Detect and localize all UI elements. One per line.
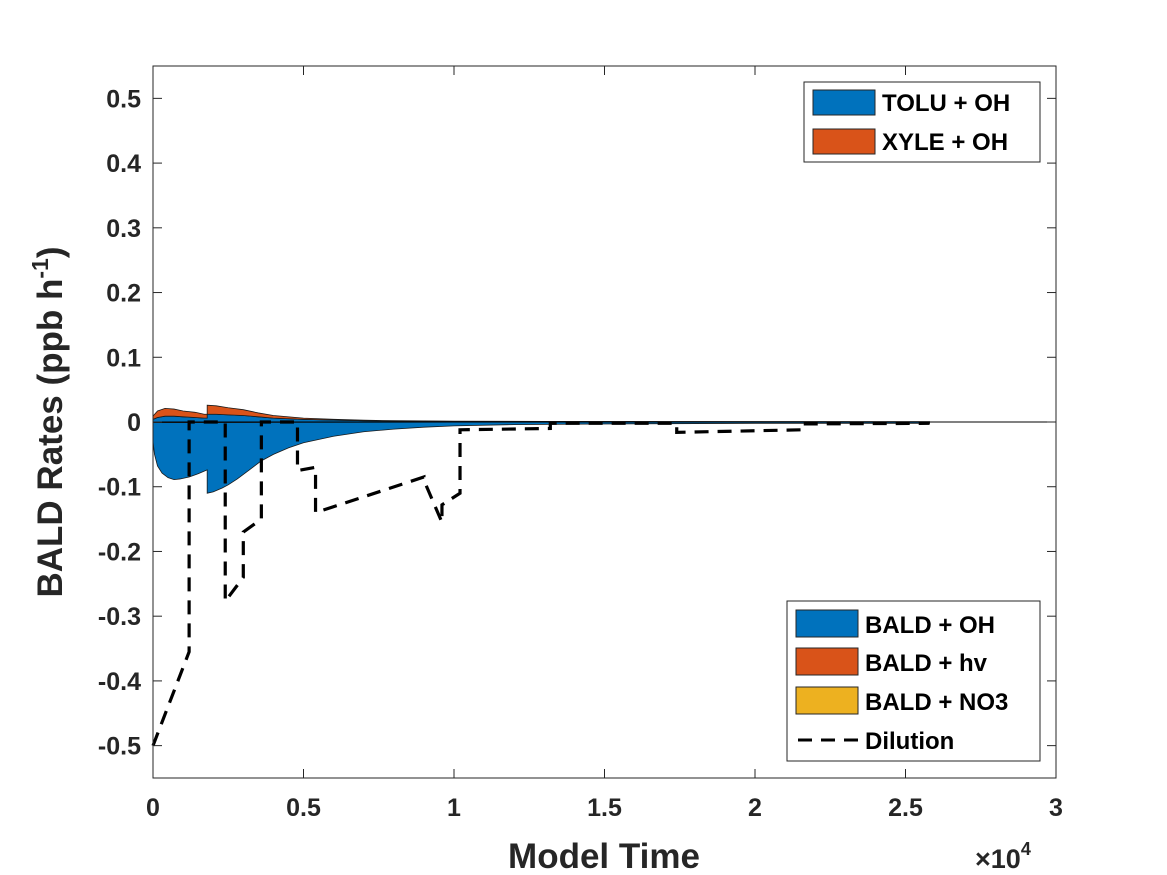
- production-legend: TOLU + OH XYLE + OH: [803, 81, 1041, 163]
- y-tick-label: 0.1: [106, 344, 141, 372]
- legend-label-dilution: Dilution: [865, 728, 954, 755]
- y-tick-label: 0.2: [106, 280, 141, 308]
- dilution-line: [151, 420, 930, 747]
- y-axis-title: BALD Rates (ppb h-1): [27, 247, 70, 598]
- legend-label-xyle-oh: XYLE + OH: [882, 129, 1008, 156]
- y-tick-label: 0.5: [106, 85, 141, 113]
- dilution-layer: [151, 420, 930, 747]
- legend-label-bald-no3: BALD + NO3: [865, 689, 1008, 716]
- legend-label-tolu-oh: TOLU + OH: [882, 90, 1010, 117]
- x-tick-label: 1: [447, 794, 461, 822]
- y-tick-label: -0.3: [98, 603, 141, 631]
- y-tick-label: -0.5: [98, 733, 141, 761]
- legend-swatch-bald-oh: [795, 609, 859, 638]
- x-tick-label: 0.5: [286, 794, 321, 822]
- x-exponent-base: ×10: [975, 844, 1021, 874]
- y-tick-label: 0.4: [106, 150, 141, 178]
- legend-swatch-bald-hv: [795, 647, 859, 676]
- y-tick-label: -0.1: [98, 474, 141, 502]
- y-axis-ticks: -0.5 -0.4 -0.3 -0.2 -0.1 0 0.1 0.2 0.3 0.4 0.5: [98, 85, 1056, 761]
- y-tick-label: -0.4: [98, 668, 141, 696]
- y-tick-label: 0: [127, 409, 141, 437]
- legend-swatch-bald-no3: [795, 686, 859, 715]
- legend-label-bald-hv: BALD + hv: [865, 650, 988, 677]
- legend-swatch-tolu-oh: [812, 89, 876, 116]
- y-axis-title-main: BALD Rates (ppb h: [31, 279, 70, 598]
- y-tick-label: 0.3: [106, 215, 141, 243]
- x-axis-ticks: 0 0.5 1 1.5 2 2.5 3: [146, 66, 1063, 822]
- y-tick-label: -0.2: [98, 538, 141, 566]
- legend-swatch-xyle-oh: [812, 128, 876, 155]
- loss-area-bald-oh: [152, 421, 930, 494]
- x-tick-label: 3: [1049, 794, 1063, 822]
- x-tick-label: 2.5: [888, 794, 923, 822]
- x-axis-title: Model Time: [508, 837, 700, 875]
- x-tick-label: 2: [748, 794, 762, 822]
- loss-legend: BALD + OH BALD + hv BALD + NO3 Dilution: [786, 600, 1041, 762]
- x-axis-exponent: ×104: [975, 839, 1031, 874]
- x-exponent-power: 4: [1021, 839, 1031, 859]
- legend-label-bald-oh: BALD + OH: [865, 612, 995, 639]
- x-tick-label: 0: [146, 794, 160, 822]
- y-axis-title-close: ): [31, 247, 70, 259]
- y-axis-title-sup: -1: [27, 258, 53, 279]
- x-tick-label: 1.5: [587, 794, 622, 822]
